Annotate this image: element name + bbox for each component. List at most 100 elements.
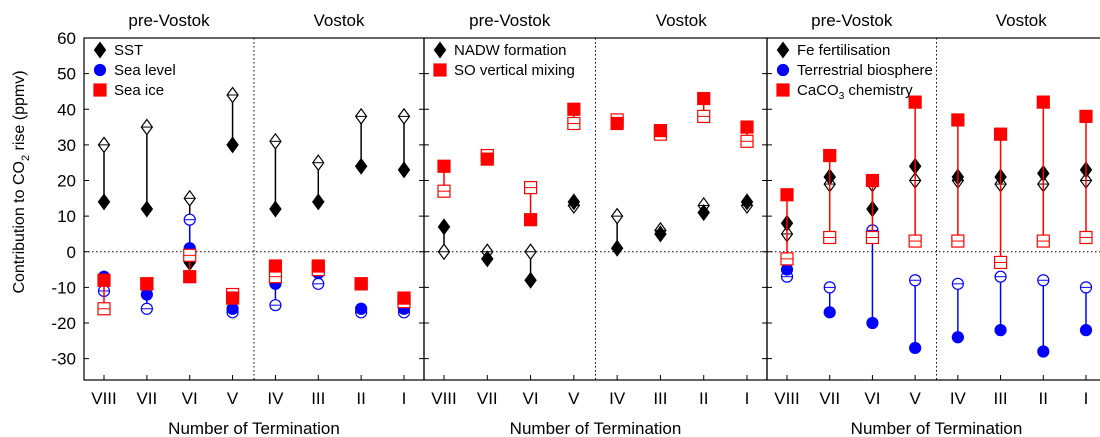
filled-marker xyxy=(697,91,711,106)
filled-marker xyxy=(226,302,239,315)
filled-marker xyxy=(311,259,325,273)
x-tick-label: VIII xyxy=(91,389,117,408)
y-tick-label: 40 xyxy=(57,100,76,119)
group-label-vostok: Vostok xyxy=(313,11,365,30)
x-axis-label: Number of Termination xyxy=(168,419,340,437)
filled-marker xyxy=(610,239,624,257)
filled-marker xyxy=(1037,345,1050,358)
x-tick-label: V xyxy=(227,389,239,408)
x-tick-label: I xyxy=(745,389,750,408)
filled-marker xyxy=(1079,324,1093,337)
x-axis-label: Number of Termination xyxy=(510,419,682,437)
legend: SST Sea level Sea ice xyxy=(93,41,176,99)
legend-entry: Sea level xyxy=(114,62,176,79)
x-tick-label: VII xyxy=(477,389,498,408)
legend-marker xyxy=(776,41,790,59)
x-tick-label: VI xyxy=(182,389,198,408)
filled-marker xyxy=(397,161,411,179)
filled-marker xyxy=(140,277,154,291)
series-3-3 xyxy=(780,95,1093,270)
x-tick-label: VII xyxy=(136,389,157,408)
filled-marker xyxy=(523,213,538,227)
y-tick-label: 10 xyxy=(57,207,76,226)
filled-marker xyxy=(567,102,581,116)
filled-marker xyxy=(610,116,624,131)
legend-entry: CaCO3 chemistry xyxy=(797,82,913,102)
y-tick-label: 50 xyxy=(57,65,76,84)
x-tick-label: II xyxy=(1039,389,1048,408)
x-axis-label: Number of Termination xyxy=(851,419,1023,437)
filled-marker xyxy=(994,324,1007,337)
filled-marker xyxy=(740,120,754,134)
y-tick-label: 30 xyxy=(57,136,76,155)
filled-marker xyxy=(823,306,836,319)
legend-marker xyxy=(93,63,107,77)
x-tick-label: VIII xyxy=(431,389,457,408)
legend-marker xyxy=(776,83,790,97)
filled-marker xyxy=(140,200,154,218)
group-label-vostok: Vostok xyxy=(996,11,1048,30)
filled-marker xyxy=(226,136,239,154)
legend-marker xyxy=(776,63,790,77)
y-tick-label: 0 xyxy=(67,243,76,262)
filled-marker xyxy=(1036,95,1050,109)
filled-marker xyxy=(97,193,111,211)
filled-marker xyxy=(354,277,368,291)
x-tick-label: IV xyxy=(267,389,284,408)
filled-marker xyxy=(1079,109,1093,123)
filled-marker xyxy=(909,341,922,355)
x-tick-label: II xyxy=(356,389,365,408)
series-1-3 xyxy=(97,248,411,316)
legend-entry: SST xyxy=(114,42,143,59)
filled-marker xyxy=(740,193,754,211)
legend-entry: Sea ice xyxy=(114,82,164,99)
filled-marker xyxy=(97,273,111,287)
filled-marker xyxy=(355,302,368,315)
x-tick-label: IV xyxy=(950,389,967,408)
x-tick-label: IV xyxy=(609,389,626,408)
filled-marker xyxy=(653,124,668,138)
filled-marker xyxy=(481,250,494,268)
series-2-2 xyxy=(437,91,754,227)
filled-marker xyxy=(269,200,282,218)
y-tick-label: 60 xyxy=(57,29,76,48)
filled-marker xyxy=(908,95,922,109)
filled-marker xyxy=(437,159,451,173)
series-3-2 xyxy=(780,224,1093,358)
filled-marker xyxy=(397,291,411,305)
group-label-pre-vostok: pre-Vostok xyxy=(811,11,893,30)
filled-marker xyxy=(654,225,667,243)
x-tick-label: VI xyxy=(864,389,880,408)
x-tick-label: II xyxy=(699,389,708,408)
legend-marker xyxy=(433,41,447,59)
filled-marker xyxy=(567,193,581,211)
legend-entry: SO vertical mixing xyxy=(454,62,575,79)
filled-marker xyxy=(780,188,794,202)
group-label-pre-vostok: pre-Vostok xyxy=(128,11,210,30)
y-tick-label: -30 xyxy=(51,350,76,369)
x-tick-label: V xyxy=(909,389,921,408)
y-axis-label-subscript: 2 xyxy=(20,155,32,161)
x-tick-label: III xyxy=(653,389,667,408)
group-label-vostok: Vostok xyxy=(656,11,708,30)
legend-marker xyxy=(93,41,107,59)
y-axis: -30 -20 -10 0 10 20 30 40 50 60 xyxy=(51,29,76,369)
filled-marker xyxy=(697,204,710,222)
series-1-1 xyxy=(97,86,411,271)
group-label-pre-vostok: pre-Vostok xyxy=(469,11,551,30)
x-tick-label: I xyxy=(1084,389,1089,408)
x-tick-label: I xyxy=(402,389,407,408)
filled-marker xyxy=(823,148,837,163)
y-tick-label: -10 xyxy=(51,278,76,297)
filled-marker xyxy=(437,218,451,236)
filled-marker xyxy=(951,113,965,127)
filled-marker xyxy=(140,288,153,301)
filled-marker xyxy=(354,157,368,175)
panel-frame xyxy=(423,37,768,381)
legend: NADW formation SO vertical mixing xyxy=(433,41,575,79)
filled-marker xyxy=(780,263,794,276)
filled-marker xyxy=(480,152,494,166)
